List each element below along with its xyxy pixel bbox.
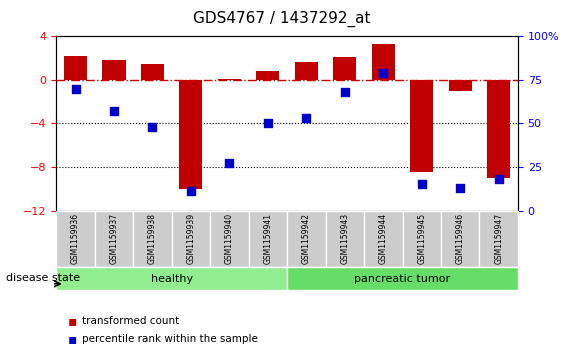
Bar (449, 80, 472, 91)
Text: GSM1159946: GSM1159946 (456, 213, 464, 264)
Text: transformed count: transformed count (82, 316, 179, 326)
Bar (102, 60, 126, 80)
Text: GSM1159940: GSM1159940 (225, 213, 234, 264)
Bar (64, 56, 87, 80)
Point (455, 185, 464, 191)
Point (494, 176, 503, 182)
Bar (295, 62, 318, 80)
Text: GSM1159936: GSM1159936 (71, 213, 80, 264)
FancyBboxPatch shape (364, 211, 403, 267)
FancyBboxPatch shape (56, 267, 287, 290)
Bar (333, 57, 356, 80)
Point (225, 160, 234, 166)
Point (379, 70, 388, 76)
Text: GSM1159941: GSM1159941 (263, 213, 272, 264)
Point (186, 188, 195, 194)
Text: pancreatic tumor: pancreatic tumor (355, 274, 450, 284)
Text: GSM1159937: GSM1159937 (110, 213, 118, 264)
Text: GSM1159943: GSM1159943 (341, 213, 349, 264)
Point (302, 115, 311, 121)
Text: GSM1159938: GSM1159938 (148, 213, 157, 264)
FancyBboxPatch shape (95, 211, 133, 267)
Point (417, 182, 426, 187)
FancyBboxPatch shape (172, 211, 210, 267)
Bar (180, 80, 203, 189)
Text: disease state: disease state (6, 273, 80, 284)
Point (71, 86, 80, 91)
Text: percentile rank within the sample: percentile rank within the sample (82, 334, 257, 344)
FancyBboxPatch shape (403, 211, 441, 267)
Text: ▪: ▪ (68, 314, 77, 328)
FancyBboxPatch shape (480, 211, 518, 267)
Bar (256, 71, 279, 80)
Text: ▪: ▪ (68, 333, 77, 346)
Bar (141, 64, 164, 80)
FancyBboxPatch shape (249, 211, 287, 267)
Text: healthy: healthy (151, 274, 193, 284)
Text: GDS4767 / 1437292_at: GDS4767 / 1437292_at (193, 11, 370, 27)
Point (340, 89, 349, 95)
Point (109, 108, 118, 114)
Text: GSM1159939: GSM1159939 (186, 213, 195, 264)
FancyBboxPatch shape (287, 267, 518, 290)
Bar (410, 80, 434, 172)
Bar (372, 44, 395, 80)
Bar (487, 80, 510, 178)
FancyBboxPatch shape (441, 211, 480, 267)
Text: GSM1159947: GSM1159947 (494, 213, 503, 264)
Point (263, 121, 272, 126)
FancyBboxPatch shape (56, 211, 95, 267)
Text: GSM1159942: GSM1159942 (302, 213, 311, 264)
Point (148, 124, 157, 130)
FancyBboxPatch shape (210, 211, 249, 267)
FancyBboxPatch shape (325, 211, 364, 267)
Text: GSM1159945: GSM1159945 (417, 213, 426, 264)
Bar (218, 79, 241, 80)
Text: GSM1159944: GSM1159944 (379, 213, 388, 264)
FancyBboxPatch shape (287, 211, 325, 267)
FancyBboxPatch shape (133, 211, 172, 267)
